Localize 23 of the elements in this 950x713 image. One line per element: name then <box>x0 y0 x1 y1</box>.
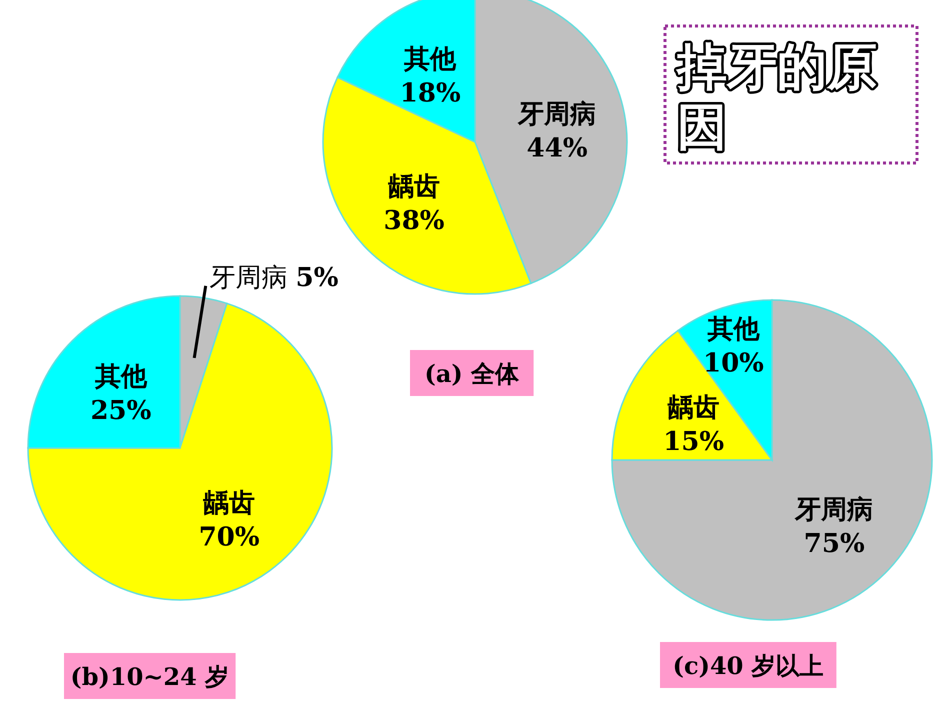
data-label: 5% <box>296 262 339 293</box>
slice-label: 其他 <box>706 314 760 344</box>
data-label: 15% <box>663 427 724 458</box>
data-label: 25% <box>90 396 152 426</box>
text: 掉牙的原因 <box>675 38 877 156</box>
slice-label: 龋齿 <box>668 393 720 424</box>
slice-label: 牙周病 <box>210 262 288 293</box>
data-label: 38% <box>384 206 445 236</box>
data-label: 70% <box>198 522 260 553</box>
slice-label: 其他 <box>94 362 148 392</box>
text: (b)10~24 岁 <box>70 662 230 691</box>
slice-label: 其他 <box>403 44 458 74</box>
slice-label: 龋齿 <box>388 172 440 202</box>
slice-label: 龋齿 <box>203 488 256 519</box>
text: (c)40 岁以上 <box>672 651 824 680</box>
text: (a) 全体 <box>424 359 520 388</box>
slice-label: 牙周病 <box>794 495 874 526</box>
data-label: 10% <box>702 348 764 378</box>
data-label: 75% <box>804 529 865 560</box>
data-label: 44% <box>526 133 588 164</box>
slice-label: 牙周病 <box>517 99 596 130</box>
pie-slice <box>611 299 933 621</box>
data-label: 18% <box>400 78 461 108</box>
